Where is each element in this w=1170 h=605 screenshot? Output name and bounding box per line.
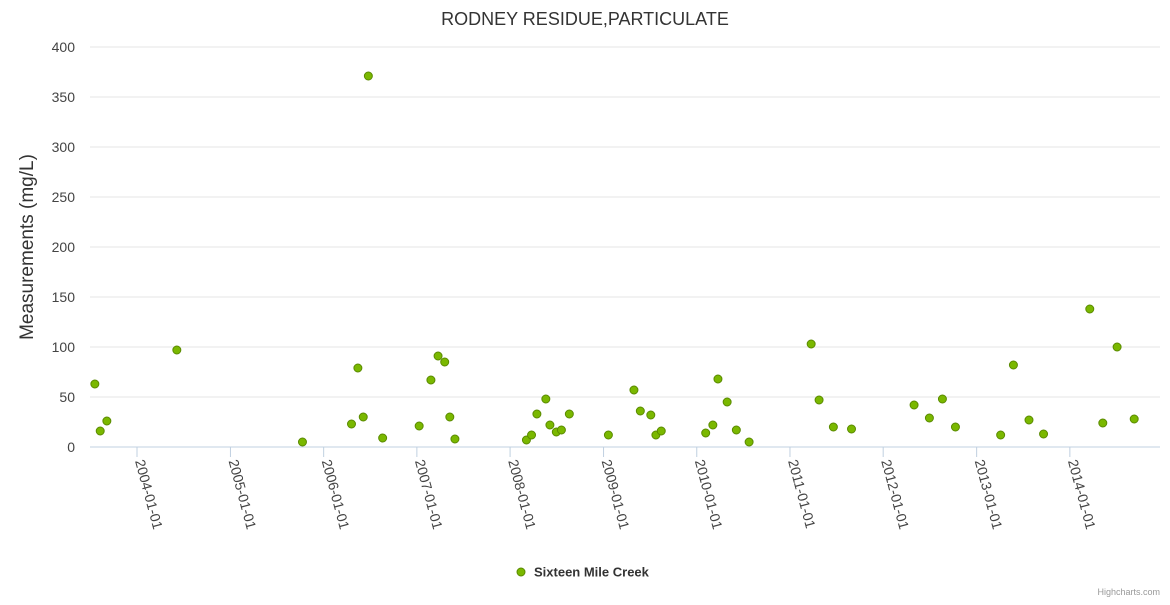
data-point[interactable] <box>1024 415 1034 425</box>
y-tick-label: 0 <box>67 439 75 455</box>
data-point[interactable] <box>102 416 112 426</box>
data-point[interactable] <box>90 379 100 389</box>
data-point[interactable] <box>445 412 455 422</box>
legend-marker <box>516 567 526 577</box>
data-point[interactable] <box>358 412 368 422</box>
data-point[interactable] <box>172 345 182 355</box>
data-point[interactable] <box>545 420 555 430</box>
data-point[interactable] <box>635 406 645 416</box>
legend[interactable]: Sixteen Mile Creek <box>516 565 650 580</box>
data-point[interactable] <box>603 430 613 440</box>
data-point[interactable] <box>363 71 373 81</box>
data-point[interactable] <box>440 357 450 367</box>
data-point[interactable] <box>646 410 656 420</box>
x-axis: 2004-01-01 2005-01-01 2006-01-01 2007-01-01… <box>132 447 1099 531</box>
x-tick-label: 2006-01-01 <box>319 458 353 532</box>
data-point[interactable] <box>556 425 566 435</box>
x-tick-label: 2008-01-01 <box>505 458 539 532</box>
data-point[interactable] <box>346 419 356 429</box>
data-point[interactable] <box>847 424 857 434</box>
data-point[interactable] <box>629 385 639 395</box>
data-point[interactable] <box>450 434 460 444</box>
data-point[interactable] <box>414 421 424 431</box>
x-tick-label: 2007-01-01 <box>412 458 446 532</box>
x-tick-label: 2009-01-01 <box>599 458 633 532</box>
data-point[interactable] <box>722 397 732 407</box>
data-point[interactable] <box>1129 414 1139 424</box>
y-tick-label: 400 <box>52 39 76 55</box>
y-axis-title: Measurements (mg/L) <box>17 154 38 340</box>
y-tick-label: 150 <box>52 289 76 305</box>
data-point[interactable] <box>937 394 947 404</box>
data-point[interactable] <box>806 339 816 349</box>
data-point[interactable] <box>541 394 551 404</box>
data-point[interactable] <box>656 426 666 436</box>
x-tick-label: 2005-01-01 <box>226 458 260 532</box>
data-point[interactable] <box>532 409 542 419</box>
data-point[interactable] <box>527 430 537 440</box>
y-tick-label: 350 <box>52 89 76 105</box>
credits-link[interactable]: Highcharts.com <box>1097 587 1160 597</box>
data-point[interactable] <box>1039 429 1049 439</box>
x-tick-label: 2010-01-01 <box>692 458 726 532</box>
data-point[interactable] <box>924 413 934 423</box>
y-axis: 0 50 100 150 200 250 300 350 400 <box>52 39 76 455</box>
data-point[interactable] <box>353 363 363 373</box>
data-point[interactable] <box>713 374 723 384</box>
scatter-series <box>90 71 1139 447</box>
data-point[interactable] <box>297 437 307 447</box>
legend-item-label[interactable]: Sixteen Mile Creek <box>534 565 650 580</box>
data-point[interactable] <box>909 400 919 410</box>
x-tick-label: 2012-01-01 <box>878 458 912 532</box>
data-point[interactable] <box>950 422 960 432</box>
data-point[interactable] <box>564 409 574 419</box>
grid <box>90 46 1160 448</box>
x-tick-label: 2011-01-01 <box>785 458 819 531</box>
data-point[interactable] <box>996 430 1006 440</box>
y-tick-label: 100 <box>52 339 76 355</box>
data-point[interactable] <box>426 375 436 385</box>
data-point[interactable] <box>378 433 388 443</box>
data-point[interactable] <box>731 425 741 435</box>
data-point[interactable] <box>95 426 105 436</box>
chart-title: RODNEY RESIDUE,PARTICULATE <box>441 9 729 29</box>
x-tick-label: 2004-01-01 <box>132 458 166 532</box>
y-tick-label: 300 <box>52 139 76 155</box>
data-point[interactable] <box>814 395 824 405</box>
data-point[interactable] <box>1008 360 1018 370</box>
data-point[interactable] <box>744 437 754 447</box>
x-tick-label: 2014-01-01 <box>1065 458 1099 532</box>
data-point[interactable] <box>1112 342 1122 352</box>
data-point[interactable] <box>1098 418 1108 428</box>
y-tick-label: 200 <box>52 239 76 255</box>
data-point[interactable] <box>828 422 838 432</box>
data-point[interactable] <box>433 351 443 361</box>
data-point[interactable] <box>1085 304 1095 314</box>
x-tick-label: 2013-01-01 <box>972 458 1006 532</box>
y-tick-label: 50 <box>59 389 75 405</box>
data-point[interactable] <box>701 428 711 438</box>
data-point[interactable] <box>708 420 718 430</box>
y-tick-label: 250 <box>52 189 76 205</box>
